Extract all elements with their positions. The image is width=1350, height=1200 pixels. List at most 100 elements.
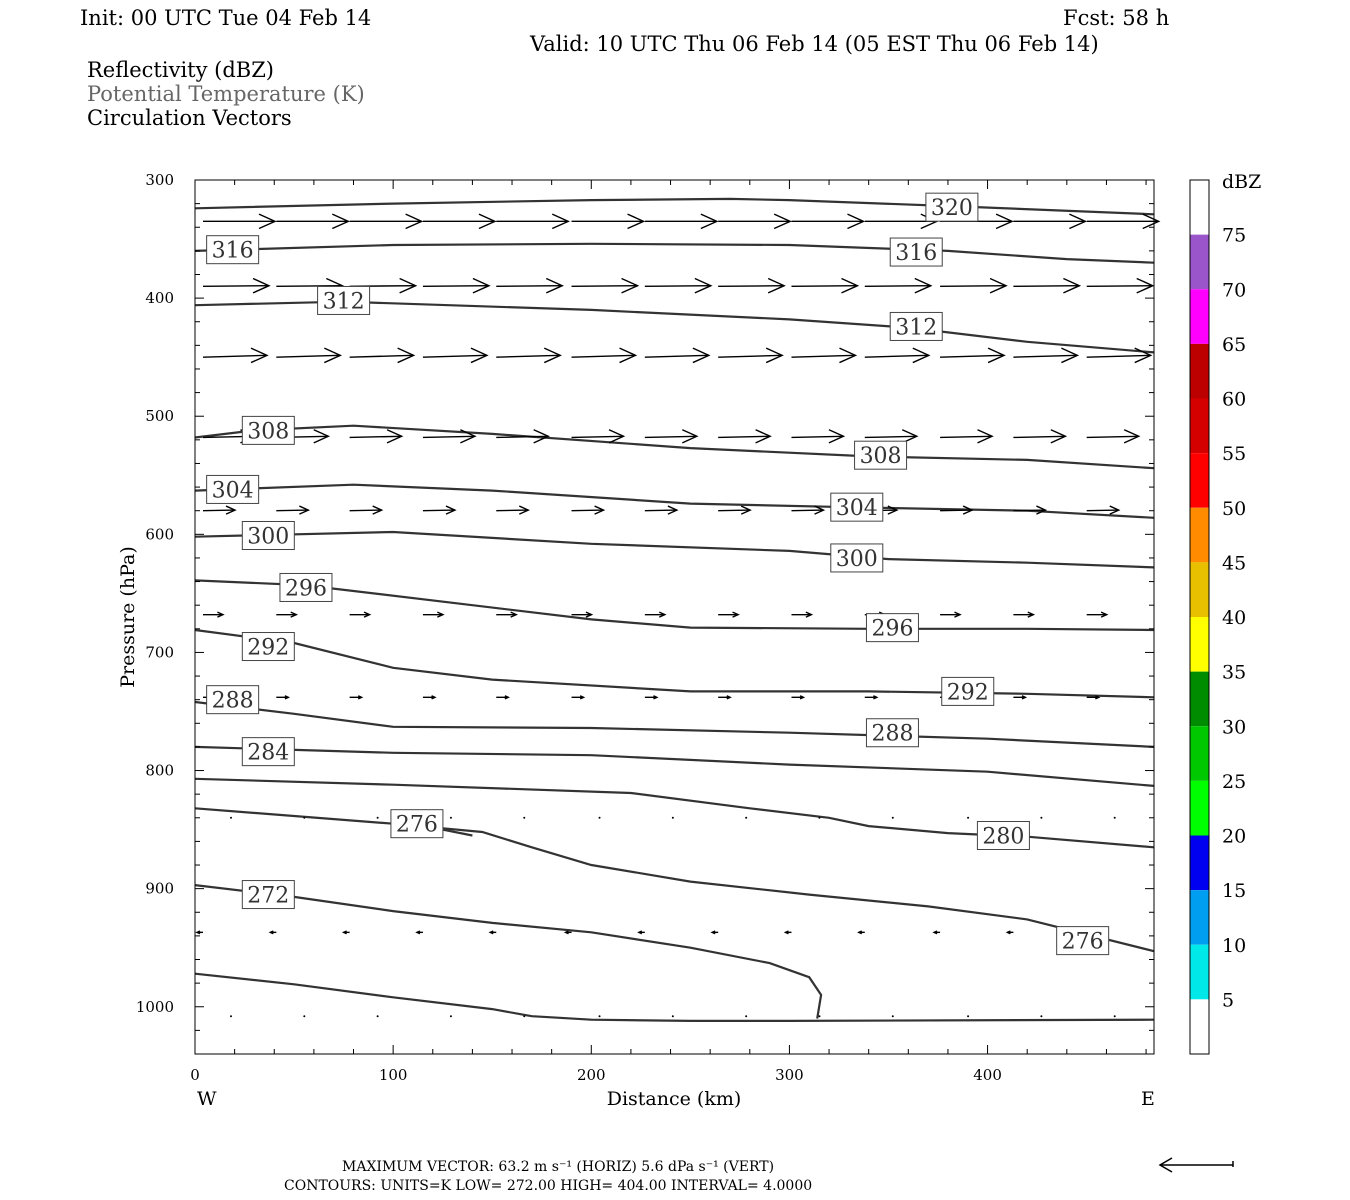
svg-text:276: 276 [396, 813, 438, 838]
contour-label-288-0: 288 [206, 685, 260, 715]
vector-3-10 [940, 429, 994, 444]
vector-6-6 [644, 695, 659, 700]
x-tick-label-2: 200 [577, 1066, 606, 1084]
svg-text:308: 308 [860, 444, 902, 469]
vector-8-8 [783, 930, 792, 935]
vector-3-3 [422, 429, 477, 444]
vector-5-2 [349, 611, 372, 618]
field-potential-temperature: Potential Temperature (K) [87, 82, 365, 106]
vector-4-3 [422, 505, 457, 515]
vector-0-3 [422, 213, 497, 230]
contour-label-288-1: 288 [865, 718, 919, 748]
max-vector-info: MAXIMUM VECTOR: 63.2 m s⁻¹ (HORIZ) 5.6 d… [342, 1159, 774, 1175]
vector-6-1 [276, 695, 291, 700]
contour-label-316-1: 316 [889, 237, 943, 267]
svg-text:288: 288 [212, 689, 254, 714]
y-tick-label-4: 700 [145, 643, 174, 661]
colorbar-label-40: 40 [1222, 607, 1246, 629]
colorbar-label-60: 60 [1222, 389, 1246, 411]
vector-2-5 [571, 347, 638, 364]
vector-0-1 [276, 213, 351, 230]
theta-contour-304-4 [194, 483, 1155, 519]
vector-9-5 [598, 1015, 601, 1018]
vector-2-7 [718, 347, 784, 364]
svg-text:304: 304 [212, 478, 254, 503]
vector-1-5 [571, 277, 640, 294]
vector-6-12 [1086, 695, 1101, 700]
vector-0-12 [1086, 213, 1161, 230]
vector-7-1 [303, 816, 306, 819]
colorbar-title: dBZ [1222, 171, 1261, 193]
vector-5-3 [422, 611, 445, 618]
contour-label-312-1: 312 [889, 311, 943, 341]
vector-9-2 [376, 1015, 379, 1018]
vector-4-7 [718, 505, 752, 515]
contour-label-304-0: 304 [206, 474, 260, 504]
colorbar-label-50: 50 [1222, 498, 1246, 520]
colorbar-segment-13 [1190, 890, 1209, 945]
forecast-hour: Fcst: 58 h [1063, 6, 1169, 30]
theta-contour-320-0 [194, 197, 1155, 216]
vector-9-12 [1113, 1015, 1116, 1018]
x-axis-label: Distance (km) [607, 1088, 742, 1110]
vector-4-11 [1013, 505, 1048, 515]
y-tick-label-2: 500 [145, 407, 174, 425]
theta-contour-288-8 [194, 700, 1155, 748]
contour-label-304-1: 304 [830, 492, 884, 522]
theta-contour-284-9 [194, 745, 1155, 787]
svg-text:316: 316 [212, 239, 254, 264]
x-tick-label-0: 0 [190, 1066, 200, 1084]
vector-5-1 [276, 611, 299, 618]
vector-9-6 [671, 1015, 674, 1018]
vector-0-4 [496, 213, 570, 230]
y-tick-label-0: 300 [145, 171, 174, 189]
contour-label-292-1: 292 [941, 676, 995, 706]
contour-label-296-1: 296 [865, 613, 919, 643]
vector-7-12 [1113, 816, 1116, 819]
colorbar-segment-10 [1190, 726, 1209, 781]
svg-text:276: 276 [1062, 930, 1104, 955]
contour-label-312-0: 312 [317, 285, 371, 315]
reference-vector-arrow [1158, 1157, 1234, 1173]
theta-contour-308-3 [194, 424, 1155, 470]
svg-text:300: 300 [836, 547, 878, 572]
vector-8-3 [415, 930, 423, 935]
colorbar-label-55: 55 [1222, 443, 1246, 465]
y-tick-label-7: 1000 [136, 998, 174, 1016]
colorbar-label-35: 35 [1222, 662, 1246, 684]
colorbar-segment-5 [1190, 453, 1209, 508]
vector-2-4 [496, 347, 562, 364]
contour-label-308-0: 308 [241, 415, 295, 445]
colorbar-label-10: 10 [1222, 935, 1246, 957]
contour-label-276-0: 276 [1056, 926, 1110, 956]
vector-6-7 [718, 695, 732, 700]
colorbar-segment-12 [1190, 835, 1209, 891]
vector-0-7 [718, 213, 792, 230]
vector-5-4 [496, 611, 518, 618]
field-circulation-vectors: Circulation Vectors [87, 106, 292, 130]
vector-6-11 [1013, 695, 1028, 700]
contour-label-300-0: 300 [241, 521, 295, 551]
svg-text:284: 284 [247, 741, 289, 766]
vector-7-6 [671, 816, 674, 819]
svg-text:316: 316 [895, 241, 937, 266]
colorbar-label-65: 65 [1222, 334, 1246, 356]
vector-4-5 [571, 505, 606, 515]
vector-8-11 [1005, 930, 1014, 935]
vector-9-0 [230, 1015, 232, 1018]
vector-6-3 [422, 695, 437, 700]
vector-9-3 [449, 1015, 452, 1018]
theta-contour-unlabeled-14 [194, 972, 1155, 1022]
colorbar-segment-14 [1190, 944, 1209, 1000]
vector-1-4 [496, 277, 564, 294]
colorbar-label-75: 75 [1222, 225, 1246, 247]
contour-label-272-0: 272 [241, 880, 295, 910]
colorbar-segment-2 [1190, 289, 1209, 344]
vector-8-2 [341, 930, 350, 935]
theta-contour-292-7 [194, 628, 1155, 699]
svg-text:280: 280 [982, 825, 1024, 850]
vector-7-9 [891, 816, 894, 819]
plot-frame [194, 179, 1155, 1055]
colorbar-segment-0 [1190, 180, 1209, 235]
west-label: W [197, 1088, 217, 1110]
